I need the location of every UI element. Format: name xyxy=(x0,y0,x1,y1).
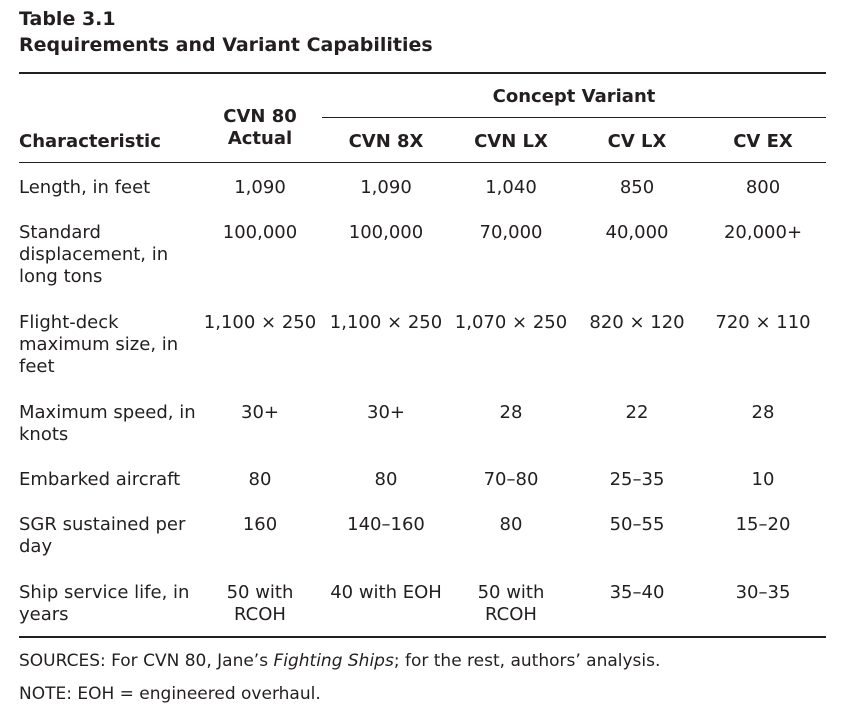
table-cell: 850 xyxy=(619,177,655,198)
table-cell: 70,000 xyxy=(479,222,543,243)
table-cell: 1,040 xyxy=(485,177,537,198)
table-cell: 80 xyxy=(374,469,398,490)
table-cell: 40,000 xyxy=(605,222,669,243)
row-label: SGR sustained per day xyxy=(19,514,186,557)
table-cell: 1,100 × 250 xyxy=(329,312,443,333)
table-cell: 30–35 xyxy=(735,582,791,603)
row-label: Flight-deck maximum size, in feet xyxy=(19,312,179,377)
table-cell: 28 xyxy=(499,402,523,423)
table-cell: 820 × 120 xyxy=(589,312,685,333)
bottom-rule xyxy=(19,636,826,638)
row-label: Ship service life, in years xyxy=(19,582,190,625)
table-cell: 720 × 110 xyxy=(715,312,811,333)
table-cell: 35–40 xyxy=(609,582,665,603)
table-cell: 10 xyxy=(751,469,775,490)
table-cell: 25–35 xyxy=(609,469,665,490)
header-rule xyxy=(19,162,826,163)
table-cell: 20,000+ xyxy=(723,222,803,243)
table-cell: 22 xyxy=(625,402,649,423)
sources-note: SOURCES: For CVN 80, Jane’s Fighting Shi… xyxy=(19,651,661,671)
group-rule xyxy=(322,117,826,118)
column-header: CV LX xyxy=(607,131,667,152)
table-cell: 1,100 × 250 xyxy=(203,312,317,333)
table-cell: 100,000 xyxy=(222,222,298,243)
characteristic-header: Characteristic xyxy=(19,131,161,152)
row-label: Length, in feet xyxy=(19,177,151,198)
column-header: CV EX xyxy=(733,131,793,152)
table-cell: 30+ xyxy=(241,402,279,423)
table-cell: 15–20 xyxy=(735,514,791,535)
column-header: CVN LX xyxy=(474,131,548,152)
table-cell: 100,000 xyxy=(348,222,424,243)
table-cell: 40 with EOH xyxy=(330,582,442,603)
table-cell: 800 xyxy=(745,177,781,198)
column-header: CVN 8X xyxy=(348,131,424,152)
table-number: Table 3.1 xyxy=(19,8,116,30)
table-cell: 1,090 xyxy=(234,177,286,198)
table-cell: 50–55 xyxy=(609,514,665,535)
table-cell: 80 xyxy=(499,514,523,535)
row-label: Embarked aircraft xyxy=(19,469,181,490)
table-cell: 1,090 xyxy=(360,177,412,198)
row-label: Standard displacement, in long tons xyxy=(19,222,169,287)
table-cell: 80 xyxy=(248,469,272,490)
row-label: Maximum speed, in knots xyxy=(19,402,196,445)
table-title: Requirements and Variant Capabilities xyxy=(19,34,433,56)
table-cell: 50 with RCOH xyxy=(226,582,294,625)
table-cell: 160 xyxy=(242,514,278,535)
table-cell: 28 xyxy=(751,402,775,423)
table-cell: 70–80 xyxy=(483,469,539,490)
column-header: CVN 80 Actual xyxy=(223,106,297,149)
table-cell: 30+ xyxy=(367,402,405,423)
eoh-note: NOTE: EOH = engineered overhaul. xyxy=(19,684,321,704)
group-header: Concept Variant xyxy=(492,86,656,107)
top-rule xyxy=(19,72,826,74)
table-cell: 1,070 × 250 xyxy=(454,312,568,333)
table-cell: 50 with RCOH xyxy=(477,582,545,625)
table-cell: 140–160 xyxy=(347,514,425,535)
